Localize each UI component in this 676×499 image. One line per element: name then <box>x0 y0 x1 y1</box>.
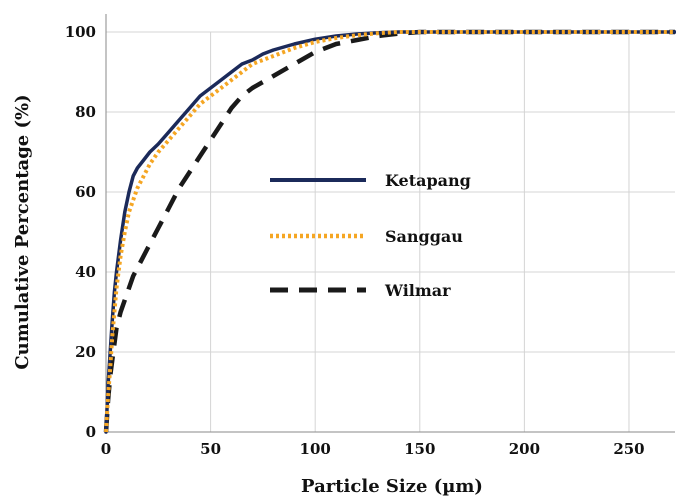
series-line-sanggau <box>104 30 675 433</box>
y-tick-label: 60 <box>75 183 96 201</box>
x-tick-label: 250 <box>613 440 644 458</box>
axes: 0 50 100 150 200 250 0 20 40 60 80 100 <box>65 14 675 458</box>
y-axis-title: Cumulative Percentage (%) <box>12 94 33 369</box>
series-line-wilmar <box>103 29 675 433</box>
x-axis-title: Particle Size (µm) <box>301 476 483 497</box>
series-lines <box>103 29 676 434</box>
y-tick-label: 20 <box>75 343 96 361</box>
legend-label-sanggau: Sanggau <box>385 227 463 246</box>
y-tick-label: 40 <box>75 263 96 281</box>
y-tick-label: 80 <box>75 103 96 121</box>
y-tick-label: 0 <box>86 423 96 441</box>
legend-label-wilmar: Wilmar <box>384 281 451 300</box>
legend: Ketapang Sanggau Wilmar <box>270 171 471 300</box>
x-tick-label: 50 <box>200 440 221 458</box>
y-tick-label: 100 <box>65 23 96 41</box>
x-tick-label: 150 <box>404 440 435 458</box>
x-tick-label: 200 <box>509 440 540 458</box>
x-tick-label: 100 <box>300 440 331 458</box>
x-tick-label: 0 <box>101 440 111 458</box>
legend-label-ketapang: Ketapang <box>385 171 471 190</box>
